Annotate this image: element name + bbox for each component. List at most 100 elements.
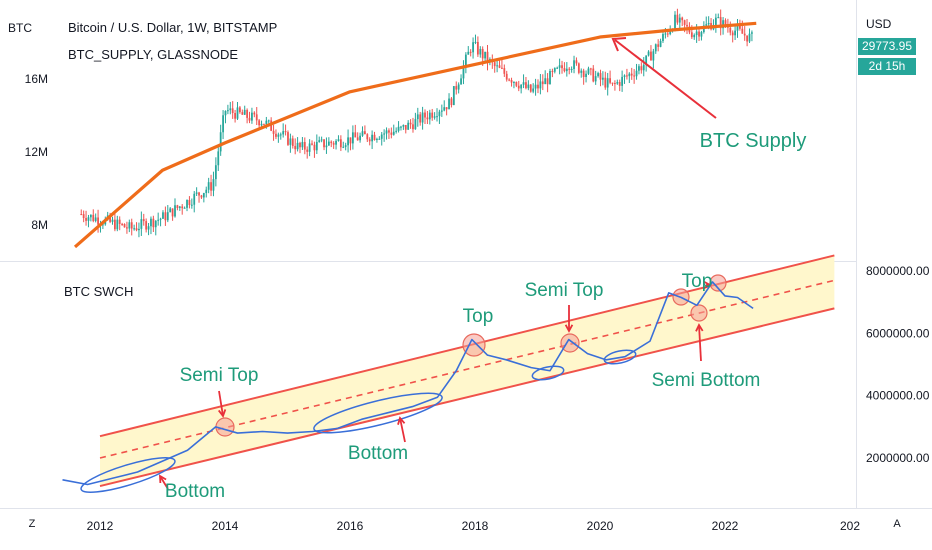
arrow-bottom-1-head: [159, 474, 167, 484]
price-candle-body: [378, 138, 381, 140]
price-candle-body: [589, 68, 592, 70]
price-candle-body: [549, 70, 551, 85]
auto-scale-button[interactable]: A: [893, 518, 901, 530]
price-candle-body: [371, 134, 374, 142]
price-candle-body: [234, 112, 236, 119]
price-candle-body: [111, 219, 114, 222]
countdown-badge: 2d 15h: [858, 58, 916, 75]
price-candle-body: [82, 214, 85, 219]
price-candle-body: [109, 215, 111, 222]
price-candle-body: [323, 139, 325, 148]
price-candle-body: [344, 145, 347, 147]
highlight-ellipse: [603, 349, 637, 365]
price-candle-body: [229, 108, 232, 111]
arrow-semi-bottom-head: [695, 323, 704, 332]
price-candle-body: [147, 226, 150, 230]
price-candle-body: [520, 84, 523, 89]
price-candle-body: [416, 114, 419, 120]
price-candle-body: [121, 223, 124, 225]
price-candle-body: [397, 126, 400, 131]
price-candle-body: [253, 112, 256, 115]
price-candle-body: [638, 66, 640, 71]
price-candle-body: [366, 134, 369, 140]
price-candle-body: [544, 78, 547, 85]
price-candle-body: [267, 120, 270, 122]
price-candle-body: [650, 51, 652, 61]
price-candle-body: [123, 224, 126, 228]
price-candle-body: [159, 218, 162, 220]
price-candle-body: [568, 68, 571, 70]
price-candle-body: [116, 219, 119, 230]
price-candle-body: [97, 217, 99, 225]
price-candle-body: [287, 132, 289, 145]
price-candle-body: [251, 112, 253, 121]
price-candle-body: [698, 31, 700, 37]
arrow-semi-top-1-head: [218, 409, 227, 418]
price-candle-body: [445, 107, 448, 110]
price-candle-body: [527, 84, 530, 89]
price-candle-body: [207, 182, 210, 190]
highlight-circle: [462, 333, 486, 357]
price-candle-body: [150, 218, 152, 227]
timezone-button[interactable]: Z: [28, 518, 36, 530]
price-candle-body: [188, 200, 191, 206]
price-candle-body: [654, 44, 657, 52]
annotation-bottom-2: Bottom: [348, 443, 408, 464]
price-candle-body: [376, 138, 378, 140]
price-candle-body: [551, 70, 554, 72]
price-candle-body: [241, 112, 244, 115]
price-candle-body: [380, 134, 383, 139]
price-candle-body: [479, 48, 482, 55]
price-candle-body: [412, 124, 414, 130]
price-candle-body: [246, 109, 249, 118]
price-candle-body: [496, 65, 499, 67]
price-candle-body: [388, 130, 390, 133]
price-candle-body: [87, 217, 90, 221]
price-candle-body: [751, 32, 753, 34]
price-candle-body: [662, 34, 664, 41]
price-candle-body: [734, 30, 736, 36]
x-tick-label: 2018: [462, 519, 489, 533]
price-candle-body: [681, 17, 684, 21]
price-candle-body: [400, 126, 402, 128]
highlight-ellipse: [313, 392, 443, 434]
price-candle-body: [743, 33, 746, 36]
price-candle-body: [174, 205, 176, 217]
indicator-label: BTC_SUPPLY, GLASSNODE: [68, 47, 239, 62]
price-candle-body: [171, 208, 174, 217]
price-candle-body: [385, 130, 388, 134]
price-candle-body: [335, 140, 337, 145]
currency-label: USD: [866, 17, 892, 31]
price-candle-body: [205, 189, 208, 194]
price-candle-body: [700, 32, 703, 37]
price-candle-body: [426, 117, 429, 120]
price-candle-body: [748, 33, 751, 42]
price-candle-body: [505, 73, 508, 80]
price-candle-body: [565, 68, 568, 72]
price-candle-body: [472, 42, 474, 53]
price-candle-body: [585, 73, 587, 78]
price-candle-body: [130, 222, 133, 229]
price-candle-body: [652, 51, 655, 61]
price-candle-body: [239, 107, 241, 113]
price-candle-body: [275, 133, 277, 137]
price-candle-body: [741, 28, 744, 34]
price-candle-body: [248, 117, 251, 121]
price-candle-body: [623, 75, 626, 77]
price-candle-body: [135, 228, 138, 231]
price-candle-body: [539, 81, 542, 89]
price-candle-body: [510, 79, 513, 83]
price-candle-body: [626, 75, 628, 77]
bottom-y-tick-label: 4000000.00: [866, 389, 930, 403]
price-candle-body: [503, 68, 506, 74]
x-tick-label: 2016: [337, 519, 364, 533]
arrow-semi-bottom-shaft: [698, 324, 702, 362]
price-candle-body: [236, 107, 239, 119]
price-candle-body: [529, 84, 532, 92]
price-candle-body: [630, 73, 633, 76]
price-candle-body: [666, 33, 669, 35]
price-candle-body: [419, 114, 422, 123]
x-tick-label: 2014: [212, 519, 239, 533]
price-candle-body: [291, 138, 294, 146]
